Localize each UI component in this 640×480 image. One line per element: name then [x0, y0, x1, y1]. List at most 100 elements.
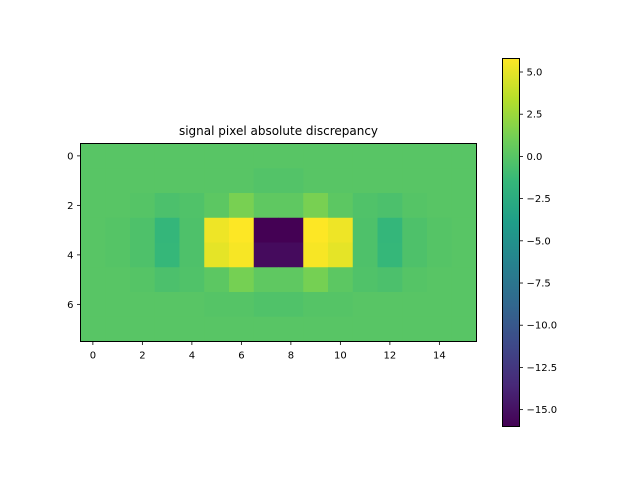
colorbar-tick-label: 0.0 [527, 152, 543, 163]
heatmap-cell [303, 242, 329, 268]
heatmap-cell [130, 242, 156, 268]
heatmap-cell [303, 316, 329, 342]
heatmap-cell [179, 217, 205, 243]
heatmap-cell [154, 143, 180, 169]
heatmap-cell [130, 143, 156, 169]
heatmap-cell [303, 168, 329, 194]
heatmap-cell [451, 316, 477, 342]
heatmap-cell [427, 267, 453, 293]
heatmap-cell [229, 217, 255, 243]
heatmap-cell [130, 193, 156, 219]
heatmap-cell [278, 242, 304, 268]
heatmap-cell [278, 217, 304, 243]
heatmap-cell [253, 316, 279, 342]
heatmap-cell [451, 193, 477, 219]
heatmap-cell [352, 168, 378, 194]
heatmap-cell [130, 168, 156, 194]
heatmap-cell [352, 193, 378, 219]
heatmap-cell [179, 193, 205, 219]
heatmap-cell [229, 193, 255, 219]
heatmap-cell [80, 242, 106, 268]
heatmap-cell [80, 193, 106, 219]
heatmap-cell [303, 292, 329, 318]
heatmap-cell [80, 292, 106, 318]
heatmap-cell [105, 292, 131, 318]
colorbar-tick-label: −10.0 [527, 321, 558, 332]
heatmap-cell [451, 242, 477, 268]
heatmap-cell [80, 143, 106, 169]
heatmap-cell [204, 168, 230, 194]
heatmap-cell [303, 267, 329, 293]
heatmap-cell [229, 267, 255, 293]
heatmap-cell [402, 267, 428, 293]
heatmap-cell [328, 143, 354, 169]
heatmap-cell [451, 217, 477, 243]
heatmap-cell [328, 267, 354, 293]
colorbar-tick-label: −5.0 [527, 236, 551, 247]
heatmap-cell [253, 267, 279, 293]
heatmap-cell [204, 193, 230, 219]
heatmap-cell [179, 267, 205, 293]
heatmap-cell [204, 292, 230, 318]
heatmap-cell [154, 316, 180, 342]
heatmap-cell [80, 267, 106, 293]
heatmap-cell [427, 242, 453, 268]
colorbar [502, 58, 520, 427]
colorbar-ticks: 5.0 2.5 0.0 −2.5 −5.0 −7.5 −10.0 −12.5 −15.0 [519, 68, 558, 416]
heatmap-cell [352, 217, 378, 243]
heatmap-cell [204, 316, 230, 342]
heatmap-cell [377, 143, 403, 169]
heatmap-cell [278, 193, 304, 219]
x-tick-label: 10 [334, 351, 347, 362]
heatmap-cell [377, 217, 403, 243]
heatmap-cell [451, 143, 477, 169]
colorbar-tick-label: −12.5 [527, 363, 558, 374]
heatmap-cell [402, 168, 428, 194]
heatmap-cell [204, 143, 230, 169]
heatmap-cell [179, 143, 205, 169]
heatmap-cell [278, 168, 304, 194]
heatmap-cell [154, 168, 180, 194]
heatmap-cell [427, 316, 453, 342]
heatmap-cell [328, 217, 354, 243]
heatmap-cell [278, 143, 304, 169]
y-tick-label: 4 [67, 250, 73, 261]
colorbar-tick-label: 2.5 [527, 110, 543, 121]
heatmap-cell [229, 242, 255, 268]
colorbar-tick-label: −2.5 [527, 194, 551, 205]
heatmap-cell [105, 316, 131, 342]
heatmap-cell [427, 217, 453, 243]
heatmap-cell [402, 217, 428, 243]
heatmap-cell [154, 267, 180, 293]
colorbar-tick-label: −7.5 [527, 279, 551, 290]
heatmap-cell [80, 217, 106, 243]
heatmap-cell [352, 242, 378, 268]
colorbar-tick-label: 5.0 [527, 68, 543, 79]
y-axis: 0 2 4 6 [67, 151, 81, 311]
heatmap-cell [451, 168, 477, 194]
heatmap-cell [427, 193, 453, 219]
heatmap-cell [105, 242, 131, 268]
heatmap-cell [352, 143, 378, 169]
y-tick-label: 2 [67, 201, 73, 212]
heatmap-cell [402, 143, 428, 169]
heatmap-cell [377, 242, 403, 268]
heatmap-cell [80, 316, 106, 342]
heatmap-cell [204, 242, 230, 268]
heatmap-cell [229, 316, 255, 342]
heatmap-cell [328, 168, 354, 194]
heatmap-cell [179, 168, 205, 194]
heatmap-cell [179, 242, 205, 268]
heatmap-cell [328, 193, 354, 219]
heatmap-cell [130, 316, 156, 342]
heatmap-cell [402, 292, 428, 318]
heatmap-cell [105, 193, 131, 219]
heatmap-cell [278, 267, 304, 293]
heatmap-cell [377, 193, 403, 219]
heatmap-cell [377, 316, 403, 342]
heatmap-cell [105, 217, 131, 243]
heatmap-cell [253, 292, 279, 318]
heatmap-cell [253, 193, 279, 219]
heatmap-cell [204, 217, 230, 243]
